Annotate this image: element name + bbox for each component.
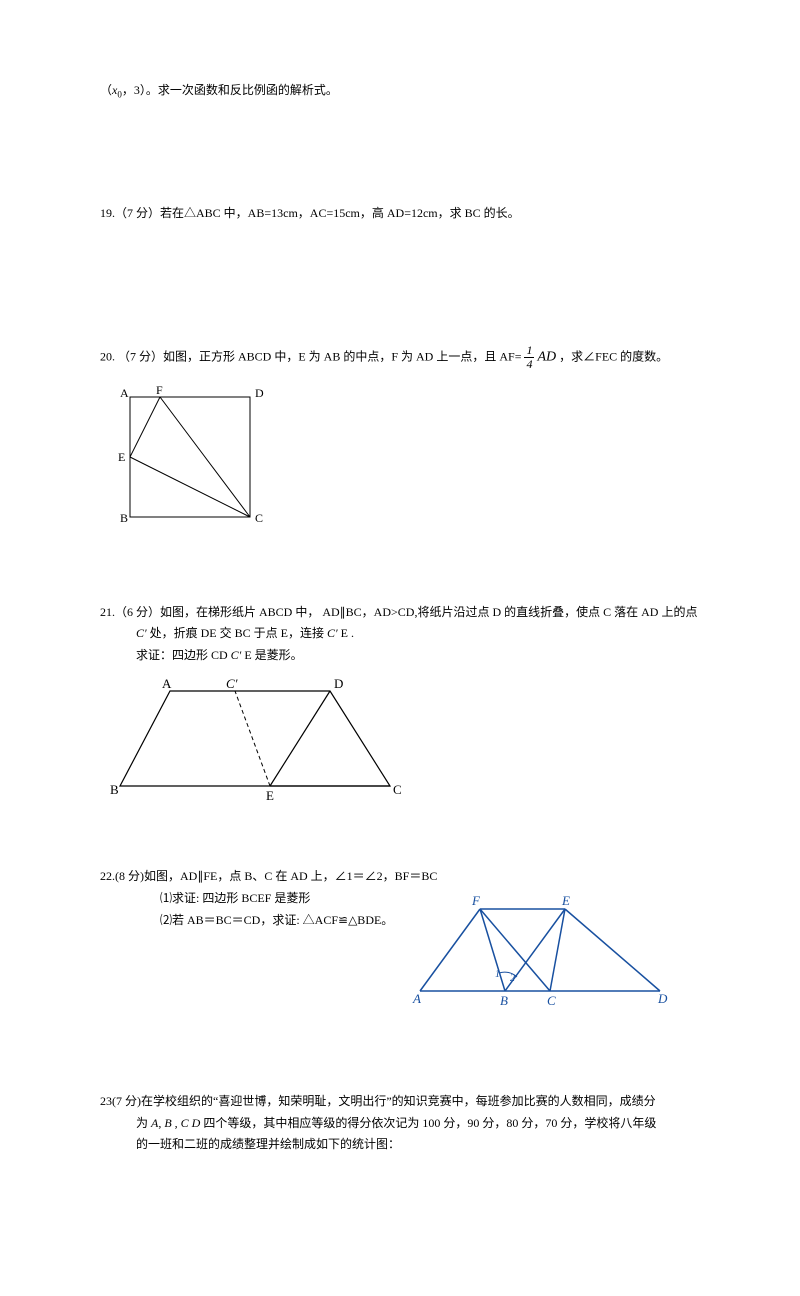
q20: 20. （7 分）如图，正方形 ABCD 中，E 为 AB 的中点，F 为 AD…: [100, 344, 700, 541]
q19: 19.（7 分）若在△ABC 中，AB=13cm，AC=15cm，高 AD=12…: [100, 203, 700, 225]
fraction-1-4: 1 4: [524, 344, 534, 371]
q21-figure: A D C B E C′: [100, 676, 420, 806]
label-C: C: [547, 993, 556, 1008]
q21-text-2: C′ 处，折痕 DE 交 BC 于点 E，连接 C′ E .: [100, 623, 700, 645]
label-A: A: [120, 386, 129, 400]
q18-tail: （x0，3）。求一次函数和反比例函的解析式。: [100, 80, 700, 103]
label-C: C: [255, 511, 263, 525]
q21-text-3: 求证：四边形 CD C′ E 是菱形。: [100, 645, 700, 667]
q23-line2a: 为: [136, 1116, 148, 1130]
label-B: B: [110, 782, 119, 797]
q20-figure: A D B C E F: [100, 382, 280, 542]
label-E: E: [266, 788, 274, 803]
label-D: D: [334, 676, 343, 691]
q21-line1e: E .: [341, 626, 354, 640]
q23-line2b: A, B , C D: [151, 1116, 200, 1130]
label-angle2: 2: [510, 973, 515, 984]
frac-var: AD: [537, 350, 556, 365]
q20-prefix: 20. （7 分）如图，正方形 ABCD 中，E 为 AB 的中点，F 为 AD…: [100, 350, 521, 364]
q21-figure-wrap: A D C B E C′: [100, 676, 700, 806]
q21-line1c: 处，折痕 DE 交 BC 于点 E，连接: [150, 626, 324, 640]
q22-figure: A B C D F E 1 2: [410, 891, 680, 1011]
label-A: A: [162, 676, 172, 691]
q22-line3: ⑵若 AB＝BC＝CD，求证: △ACF≌△BDE。: [160, 913, 393, 927]
label-D: D: [255, 386, 264, 400]
q22-text-1: 22.(8 分)如图，AD∥FE，点 B、C 在 AD 上，∠1＝∠2，BF＝B…: [100, 866, 700, 888]
suffix: ，3）。求一次函数和反比例函的解析式。: [122, 83, 338, 97]
label-angle1: 1: [495, 969, 500, 980]
q19-text: 19.（7 分）若在△ABC 中，AB=13cm，AC=15cm，高 AD=12…: [100, 206, 520, 220]
q23: 23(7 分)在学校组织的“喜迎世博，知荣明耻，文明出行”的知识竞赛中，每班参加…: [100, 1091, 700, 1156]
frac-den: 4: [524, 358, 534, 371]
label-E: E: [118, 450, 125, 464]
label-B: B: [500, 993, 508, 1008]
q22-line1: 22.(8 分)如图，AD∥FE，点 B、C 在 AD 上，∠1＝∠2，BF＝B…: [100, 869, 437, 883]
q23-line2c: 四个等级，其中相应等级的得分依次记为 100 分，90 分，80 分，70 分，…: [203, 1116, 656, 1130]
label-D: D: [657, 991, 668, 1006]
q23-line1: 23(7 分)在学校组织的“喜迎世博，知荣明耻，文明出行”的知识竞赛中，每班参加…: [100, 1091, 700, 1113]
q20-figure-wrap: A D B C E F: [100, 382, 700, 542]
q21-line2a: 求证：四边形 CD: [136, 648, 228, 662]
label-F: F: [156, 383, 163, 397]
q21-line2b: C′: [231, 648, 242, 662]
label-C: C: [393, 782, 402, 797]
q23-line2: 为 A, B , C D 四个等级，其中相应等级的得分依次记为 100 分，90…: [100, 1113, 700, 1135]
q21: 21.（6 分）如图，在梯形纸片 ABCD 中， AD∥BC，AD>CD,将纸片…: [100, 602, 700, 807]
label-E: E: [561, 893, 570, 908]
label-Cp: C′: [226, 676, 238, 691]
q21-line1b: C′: [136, 626, 147, 640]
prefix: （: [100, 83, 112, 97]
label-A: A: [412, 991, 421, 1006]
label-B: B: [120, 511, 128, 525]
q22: 22.(8 分)如图，AD∥FE，点 B、C 在 AD 上，∠1＝∠2，BF＝B…: [100, 866, 700, 1011]
q20-text: 20. （7 分）如图，正方形 ABCD 中，E 为 AB 的中点，F 为 AD…: [100, 344, 700, 371]
q20-suffix: ，求∠FEC 的度数。: [559, 350, 668, 364]
q21-text-1: 21.（6 分）如图，在梯形纸片 ABCD 中， AD∥BC，AD>CD,将纸片…: [100, 602, 700, 624]
q21-line2c: E 是菱形。: [244, 648, 302, 662]
q21-line1d: C′: [327, 626, 338, 640]
q21-line1a: 21.（6 分）如图，在梯形纸片 ABCD 中， AD∥BC，AD>CD,将纸片…: [100, 605, 697, 619]
q22-line2: ⑴求证: 四边形 BCEF 是菱形: [160, 891, 310, 905]
q18-tail-text: （x0，3）。求一次函数和反比例函的解析式。: [100, 83, 338, 97]
q23-line3: 的一班和二班的成绩整理并绘制成如下的统计图：: [100, 1134, 700, 1156]
frac-num: 1: [524, 344, 534, 358]
label-F: F: [471, 893, 481, 908]
